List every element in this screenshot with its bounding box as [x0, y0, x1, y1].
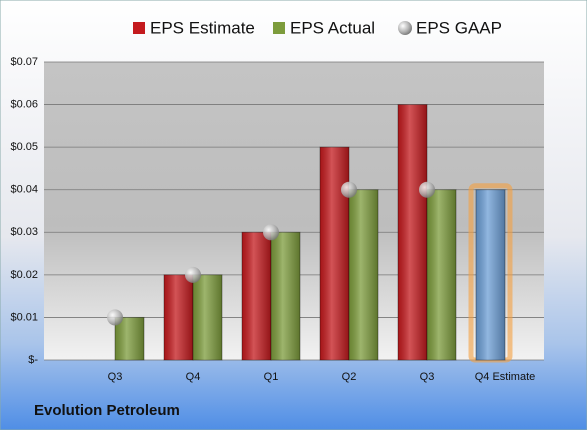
x-tick-label: Q4	[186, 371, 201, 383]
legend-text: EPS Estimate	[150, 18, 255, 37]
legend-marker	[273, 22, 285, 34]
y-tick-label: $0.06	[10, 98, 38, 110]
legend-marker	[398, 21, 412, 35]
bar-shine	[427, 189, 456, 360]
x-tick-label: Q3	[420, 371, 435, 383]
y-tick-label: $0.02	[10, 269, 38, 281]
bar-shine	[271, 232, 300, 360]
y-tick-label: $0.07	[10, 56, 38, 68]
gaap-marker	[419, 181, 435, 198]
y-tick-label: $0.01	[10, 311, 38, 323]
legend-marker	[133, 22, 145, 34]
gaap-marker	[341, 181, 357, 198]
bar-shine	[164, 274, 193, 360]
legend-text: EPS GAAP	[416, 18, 502, 37]
x-tick-label: Q4 Estimate	[475, 371, 536, 383]
bar-shine	[242, 232, 271, 360]
bar-shine	[398, 104, 427, 360]
bar-shine	[320, 147, 349, 360]
footer: Evolution Petroleum	[34, 402, 180, 419]
y-tick-label: $0.05	[10, 141, 38, 153]
gaap-marker	[185, 266, 201, 283]
legend-text: EPS Actual	[290, 18, 375, 37]
bar-shine	[476, 189, 505, 360]
x-tick-label: Q2	[342, 371, 357, 383]
bar-shine	[115, 317, 144, 360]
x-tick-label: Q1	[264, 371, 279, 383]
bar-shine	[349, 189, 378, 360]
y-tick-label: $0.04	[10, 184, 38, 196]
x-tick-label: Q3	[108, 371, 123, 383]
bar-shine	[193, 274, 222, 360]
y-tick-label: $-	[28, 354, 38, 366]
y-tick-label: $0.03	[10, 226, 38, 238]
gaap-marker	[263, 224, 279, 241]
gaap-marker	[107, 309, 123, 326]
